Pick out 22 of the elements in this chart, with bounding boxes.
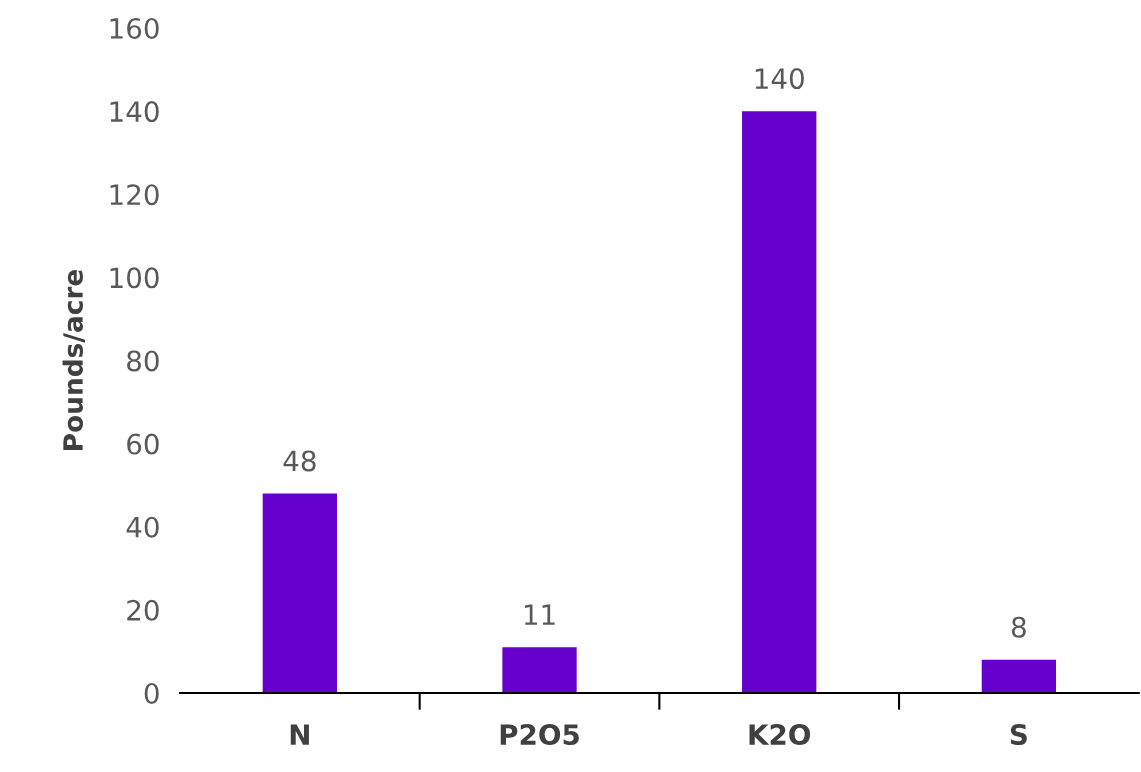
y-tick-label: 40 [126, 516, 159, 538]
data-label: 8 [1011, 616, 1026, 638]
x-tick-label: N [290, 724, 309, 745]
bar [981, 659, 1057, 693]
y-tick-label: 140 [110, 101, 159, 123]
data-label: 11 [524, 604, 555, 625]
bar [262, 493, 337, 693]
y-tick-label: 120 [110, 184, 159, 206]
x-tick-label: S [1010, 724, 1027, 746]
bar [742, 111, 817, 693]
data-label: 140 [755, 68, 804, 90]
y-tick-label: 80 [127, 350, 159, 372]
y-tick-label: 0 [144, 682, 159, 704]
y-axis-title: Pounds/acre [62, 269, 86, 450]
y-tick-label: 20 [127, 599, 159, 621]
data-label: 48 [283, 450, 316, 472]
x-tick-label: P2O5 [500, 724, 579, 746]
y-tick-label: 60 [127, 433, 159, 455]
bar [502, 647, 577, 693]
y-tick-label: 160 [110, 17, 159, 39]
x-tick-label: K2O [749, 724, 811, 746]
y-tick-label: 100 [110, 267, 159, 289]
